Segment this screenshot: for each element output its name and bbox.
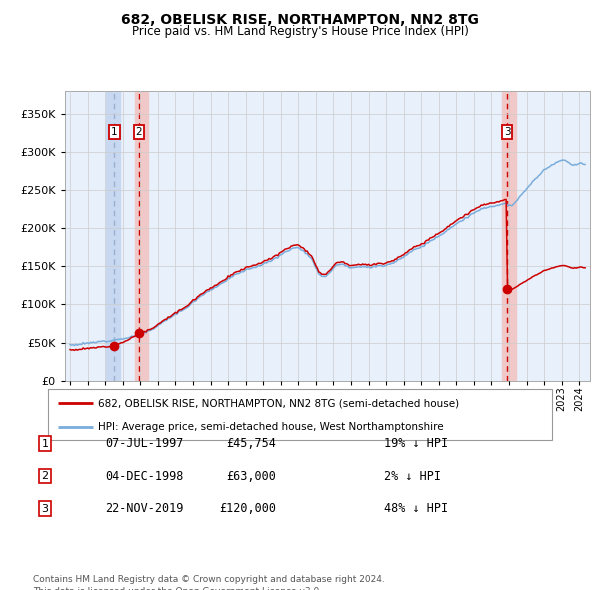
Text: 22-NOV-2019: 22-NOV-2019 — [105, 502, 184, 515]
Text: HPI: Average price, semi-detached house, West Northamptonshire: HPI: Average price, semi-detached house,… — [98, 422, 444, 432]
Text: Contains HM Land Registry data © Crown copyright and database right 2024.
This d: Contains HM Land Registry data © Crown c… — [33, 575, 385, 590]
Text: 1: 1 — [111, 127, 118, 137]
Text: £63,000: £63,000 — [226, 470, 276, 483]
FancyBboxPatch shape — [48, 389, 552, 440]
Text: 3: 3 — [41, 504, 49, 513]
Text: £45,754: £45,754 — [226, 437, 276, 450]
Text: 2: 2 — [136, 127, 142, 137]
Text: 04-DEC-1998: 04-DEC-1998 — [105, 470, 184, 483]
Bar — [502, 91, 516, 381]
Bar — [134, 91, 148, 381]
Text: 19% ↓ HPI: 19% ↓ HPI — [384, 437, 448, 450]
Text: 07-JUL-1997: 07-JUL-1997 — [105, 437, 184, 450]
Text: 2% ↓ HPI: 2% ↓ HPI — [384, 470, 441, 483]
Text: 48% ↓ HPI: 48% ↓ HPI — [384, 502, 448, 515]
Text: 3: 3 — [504, 127, 511, 137]
Text: 682, OBELISK RISE, NORTHAMPTON, NN2 8TG: 682, OBELISK RISE, NORTHAMPTON, NN2 8TG — [121, 13, 479, 27]
Text: 2: 2 — [41, 471, 49, 481]
Bar — [106, 91, 119, 381]
Text: £120,000: £120,000 — [219, 502, 276, 515]
Text: 1: 1 — [41, 439, 49, 448]
Text: 682, OBELISK RISE, NORTHAMPTON, NN2 8TG (semi-detached house): 682, OBELISK RISE, NORTHAMPTON, NN2 8TG … — [98, 398, 460, 408]
Text: Price paid vs. HM Land Registry's House Price Index (HPI): Price paid vs. HM Land Registry's House … — [131, 25, 469, 38]
